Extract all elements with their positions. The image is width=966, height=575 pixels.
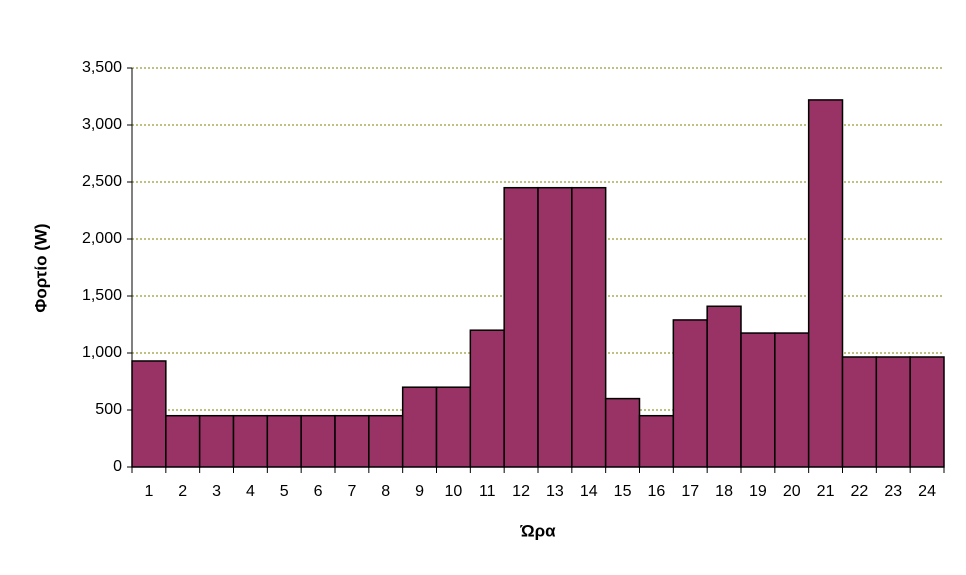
x-tick-label: 21 <box>817 483 835 500</box>
y-tick-label: 1,000 <box>82 344 122 361</box>
x-tick-label: 17 <box>681 483 699 500</box>
y-tick-label: 500 <box>95 401 122 418</box>
bar <box>774 332 810 468</box>
bar <box>300 414 336 468</box>
bar <box>266 414 302 468</box>
bar <box>875 356 911 468</box>
bar <box>604 397 641 468</box>
x-tick-label: 2 <box>178 483 187 500</box>
x-tick-label: 7 <box>347 483 356 500</box>
y-tick-label: 3,000 <box>82 116 122 133</box>
bar <box>638 414 675 468</box>
bar <box>131 360 167 468</box>
x-tick-label: 10 <box>445 483 463 500</box>
x-tick-label: 14 <box>580 483 598 500</box>
x-tick-label: 16 <box>648 483 666 500</box>
bar <box>672 319 708 468</box>
x-axis-title: Ώρα <box>519 521 556 540</box>
x-tick-label: 24 <box>918 483 936 500</box>
x-tick-label: 5 <box>280 483 289 500</box>
bar <box>232 414 269 468</box>
x-tick-label: 6 <box>314 483 323 500</box>
bar <box>503 186 539 468</box>
x-tick-label: 13 <box>546 483 564 500</box>
bar <box>537 186 573 468</box>
bar <box>435 386 472 468</box>
bar <box>571 186 607 468</box>
bar <box>807 99 844 468</box>
x-tick-label: 1 <box>144 483 153 500</box>
x-tick-label: 4 <box>246 483 255 500</box>
bar <box>368 414 404 468</box>
x-tick-label: 3 <box>212 483 221 500</box>
x-tick-label: 23 <box>884 483 902 500</box>
bar <box>740 332 776 468</box>
x-tick-label: 20 <box>783 483 801 500</box>
y-axis-title: Φορτίο (W) <box>31 223 50 312</box>
y-tick-label: 3,500 <box>82 59 122 76</box>
x-tick-label: 12 <box>512 483 530 500</box>
x-tick-label: 8 <box>381 483 390 500</box>
y-tick-label: 2,500 <box>82 173 122 190</box>
bar <box>909 356 945 468</box>
bar <box>706 305 742 468</box>
y-tick-label: 1,500 <box>82 287 122 304</box>
bar <box>841 356 878 468</box>
bar <box>401 386 438 468</box>
x-tick-label: 18 <box>715 483 733 500</box>
y-tick-label: 0 <box>113 458 122 475</box>
x-tick-label: 15 <box>614 483 632 500</box>
bar <box>334 414 370 468</box>
x-tick-label: 9 <box>415 483 424 500</box>
x-tick-label: 19 <box>749 483 767 500</box>
bar <box>469 329 505 468</box>
y-tick-label: 2,000 <box>82 230 122 247</box>
x-tick-label: 22 <box>851 483 869 500</box>
x-tick-label: 11 <box>479 483 496 500</box>
bar <box>198 414 235 468</box>
bar <box>165 414 201 468</box>
